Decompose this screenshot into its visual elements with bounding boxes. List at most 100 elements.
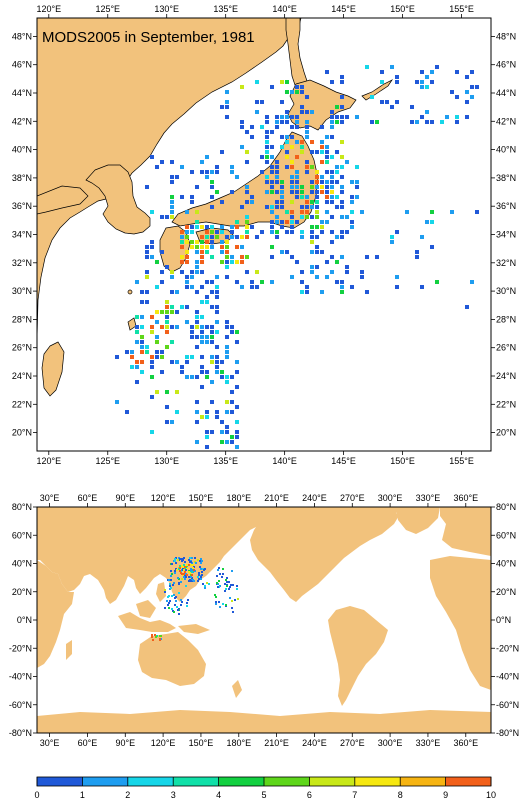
observation-point (179, 567, 181, 569)
observation-point (140, 370, 144, 374)
observation-point (225, 265, 229, 269)
observation-point (151, 636, 153, 638)
observation-point (210, 355, 214, 359)
observation-point (270, 145, 274, 149)
observation-point (340, 215, 344, 219)
observation-point (240, 125, 244, 129)
observation-point (335, 260, 339, 264)
observation-point (184, 566, 186, 568)
regional-map-ticks: 120°E 120°E 125°E 125°E 130°E 130°E 135°E 135°E… (12, 4, 516, 466)
y-tick-label: 26°N (12, 343, 32, 353)
observation-point (140, 340, 144, 344)
observation-point (210, 330, 214, 334)
map-title: MODS2005 in September, 1981 (42, 29, 255, 46)
global-map-ticks: 30°E 30°E 60°E 60°E 90°E 90°E 120°E 120°E 150°E 1… (9, 493, 519, 748)
observation-point (320, 180, 324, 184)
observation-point (295, 85, 299, 89)
greenland-land (396, 507, 440, 534)
observation-point (370, 120, 374, 124)
observation-point (165, 420, 169, 424)
y-tick-label: 38°N (496, 173, 516, 183)
observation-point (140, 290, 144, 294)
x-tick-label: 360°E (453, 493, 478, 503)
observation-point (221, 576, 223, 578)
regional-data-points (115, 65, 479, 449)
observation-point (245, 200, 249, 204)
observation-point (335, 165, 339, 169)
observation-point (290, 135, 294, 139)
observation-point (410, 105, 414, 109)
observation-point (230, 165, 234, 169)
observation-point (430, 80, 434, 84)
observation-point (260, 125, 264, 129)
observation-point (168, 602, 170, 604)
y-tick-label: 80°N (496, 502, 516, 512)
y-tick-label: 80°N (12, 502, 32, 512)
observation-point (181, 601, 183, 603)
observation-point (315, 200, 319, 204)
observation-point (270, 225, 274, 229)
y-tick-label: -20°N (9, 643, 32, 653)
taiwan-land (41, 341, 65, 397)
observation-point (305, 210, 309, 214)
observation-point (305, 110, 309, 114)
observation-point (330, 195, 334, 199)
observation-point (295, 220, 299, 224)
observation-point (195, 310, 199, 314)
observation-point (240, 260, 244, 264)
observation-point (320, 290, 324, 294)
observation-point (177, 577, 179, 579)
observation-point (330, 135, 334, 139)
observation-point (205, 175, 209, 179)
observation-point (214, 594, 216, 596)
observation-point (325, 160, 329, 164)
observation-point (280, 135, 284, 139)
observation-point (240, 205, 244, 209)
observation-point (145, 245, 149, 249)
observation-point (340, 235, 344, 239)
observation-point (200, 365, 204, 369)
observation-point (185, 576, 187, 578)
observation-point (320, 140, 324, 144)
observation-point (310, 185, 314, 189)
legend-tick-label: 3 (171, 790, 176, 800)
observation-point (225, 260, 229, 264)
observation-point (280, 220, 284, 224)
observation-point (340, 175, 344, 179)
observation-point (180, 604, 182, 606)
observation-point (215, 330, 219, 334)
observation-point (170, 579, 172, 581)
observation-point (225, 355, 229, 359)
observation-point (330, 180, 334, 184)
x-tick-label: 150°E (390, 456, 415, 466)
observation-point (325, 70, 329, 74)
observation-point (145, 185, 149, 189)
observation-point (200, 170, 204, 174)
south-america-land (328, 606, 388, 706)
observation-point (190, 230, 194, 234)
observation-point (470, 70, 474, 74)
observation-point (232, 611, 234, 613)
observation-point (150, 355, 154, 359)
observation-point (185, 255, 189, 259)
observation-point (255, 270, 259, 274)
observation-point (185, 275, 189, 279)
observation-point (315, 205, 319, 209)
observation-point (225, 255, 229, 259)
observation-point (173, 594, 175, 596)
observation-point (315, 185, 319, 189)
legend-color-swatch (82, 777, 129, 786)
observation-point (115, 400, 119, 404)
observation-point (335, 105, 339, 109)
observation-point (295, 90, 299, 94)
observation-point (205, 375, 209, 379)
observation-point (310, 250, 314, 254)
observation-point (275, 175, 279, 179)
observation-point (195, 325, 199, 329)
observation-point (225, 325, 229, 329)
observation-point (235, 235, 239, 239)
y-tick-label: 46°N (496, 60, 516, 70)
observation-point (165, 305, 169, 309)
observation-point (169, 583, 171, 585)
observation-point (365, 290, 369, 294)
